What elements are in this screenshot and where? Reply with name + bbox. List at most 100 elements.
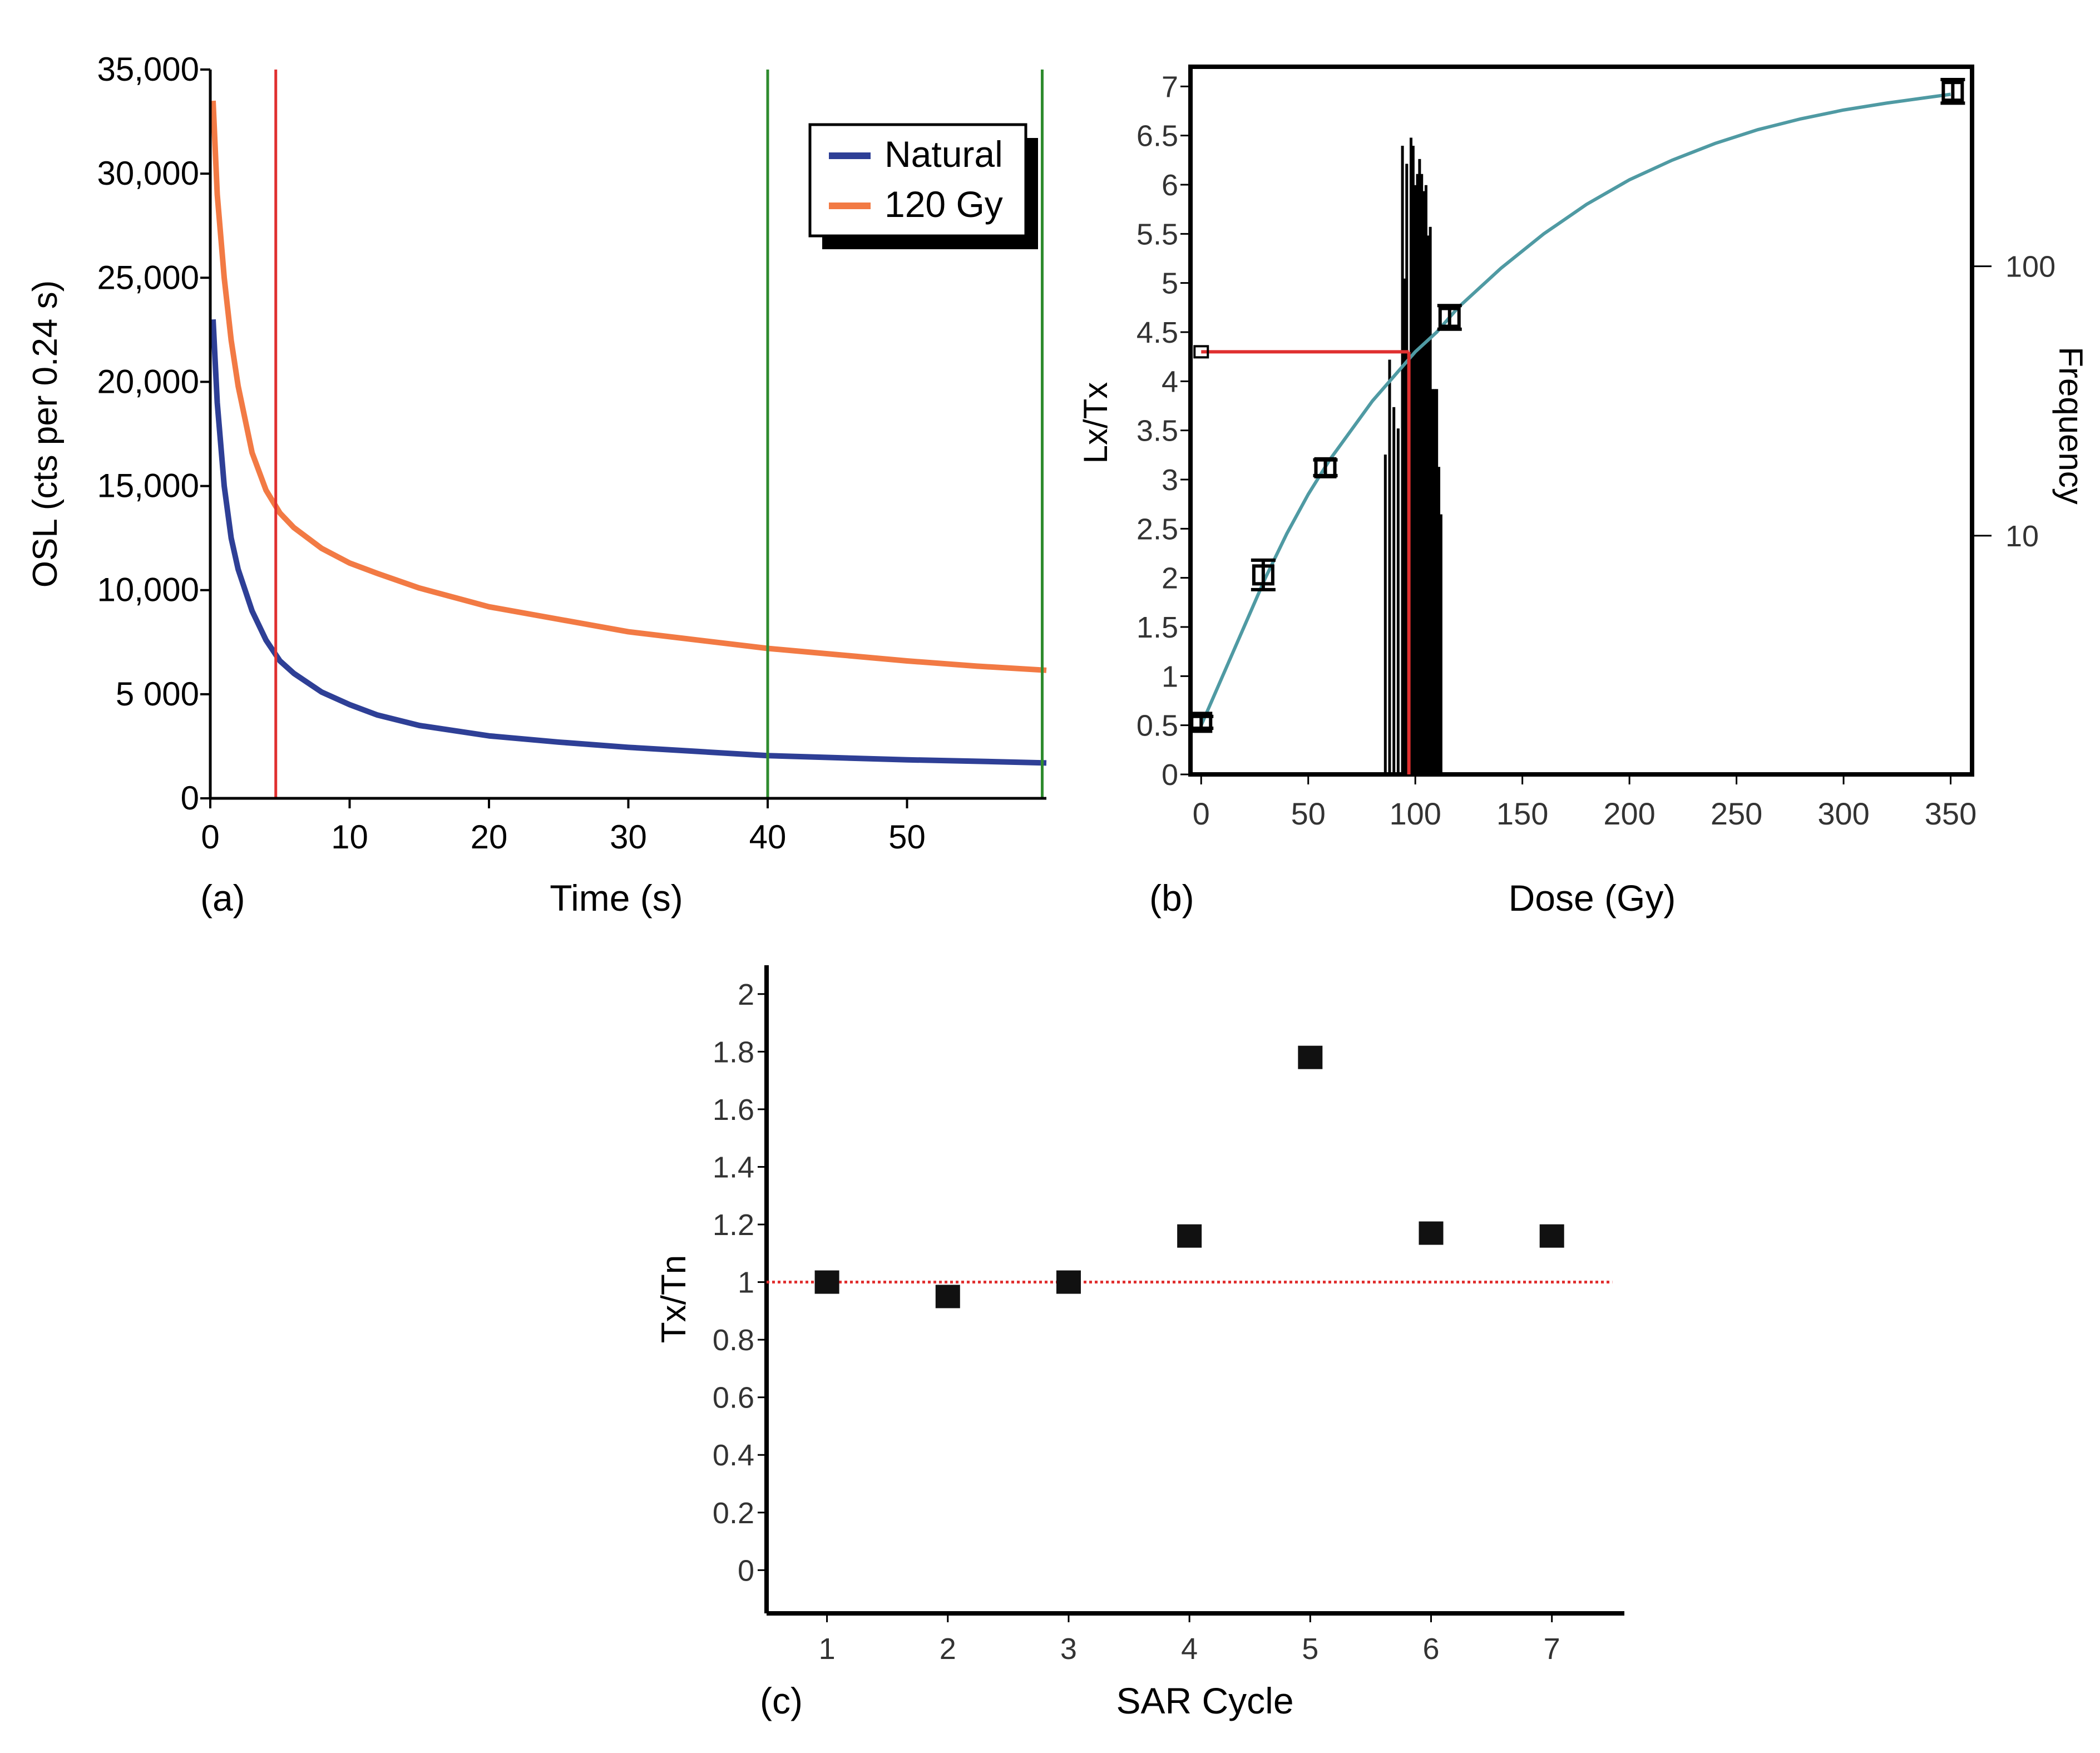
scatter-point — [1419, 1221, 1444, 1245]
panel-a-x-label: Time (s) — [550, 877, 683, 919]
scatter-point — [1298, 1045, 1323, 1069]
y-tick-label: 1.6 — [713, 1093, 754, 1127]
y-tick-label: 3 — [1162, 463, 1178, 497]
histogram-bar — [1439, 514, 1442, 774]
y-tick-label: 20,000 — [97, 363, 199, 400]
x-tick-label: 4 — [1181, 1632, 1198, 1666]
y-tick-label: 4.5 — [1137, 316, 1178, 349]
y-tick-label: 0.2 — [713, 1497, 754, 1530]
x-tick-label: 50 — [888, 818, 926, 856]
x-tick-label: 7 — [1544, 1632, 1560, 1666]
x-tick-label: 300 — [1817, 796, 1869, 831]
histogram-bar — [1418, 159, 1421, 774]
y-tick-label: 6.5 — [1137, 120, 1178, 153]
panel-c-y-ticks: 0 0.2 0.4 0.6 0.8 1 1.2 1.4 1.6 1.8 2 — [713, 978, 767, 1587]
y-tick-label: 0.5 — [1137, 709, 1178, 743]
histogram-bar — [1420, 174, 1424, 774]
histogram-bar — [1416, 174, 1419, 774]
legend-label-natural: Natural — [885, 134, 1003, 175]
x-tick-label: 10 — [331, 818, 368, 856]
y-tick-label: 5 — [1162, 267, 1178, 300]
panel-a-legend: Natural 120 Gy — [808, 123, 1038, 249]
y-tick-label: 0.6 — [713, 1381, 754, 1415]
scatter-point — [1539, 1224, 1564, 1248]
x-tick-label: 2 — [940, 1632, 956, 1666]
panel-a-x-ticks: 0 10 20 30 40 50 — [201, 798, 926, 856]
y-tick-label: 2 — [1162, 562, 1178, 595]
panel-c-points — [814, 1045, 1564, 1308]
panel-b-x-ticks: 0 50 100 150 200 250 300 350 — [1193, 774, 1977, 831]
scatter-point — [814, 1270, 839, 1294]
panel-a-y-ticks: 0 5 000 10,000 15,000 20,000 25,000 30,000 35,0… — [97, 51, 210, 817]
y-tick-label: 0 — [1162, 758, 1178, 792]
y-tick-label: 35,000 — [97, 51, 199, 88]
y-tick-label: 0.4 — [713, 1439, 754, 1472]
histogram-bar — [1433, 389, 1436, 774]
panel-b-measured-points — [1189, 77, 1965, 733]
measured-point — [1252, 564, 1274, 586]
y-tick-label: 3.5 — [1137, 414, 1178, 448]
x-tick-label: 0 — [201, 818, 219, 856]
panel-c: 1 2 3 4 5 6 7 0 0.2 0.4 0.6 0.8 1 1.2 1.4 1.6 1.8 2 Tx/T… — [655, 965, 1624, 1721]
x-tick-label: 0 — [1193, 796, 1210, 831]
y2-tick-label: 10 — [2005, 520, 2039, 553]
histogram-bar — [1409, 137, 1412, 774]
y-tick-label: 1 — [1162, 660, 1178, 693]
scatter-point — [1056, 1270, 1081, 1294]
x-tick-label: 5 — [1302, 1632, 1318, 1666]
panel-b-x-label: Dose (Gy) — [1509, 877, 1676, 919]
histogram-bar — [1405, 164, 1409, 774]
scatter-point — [935, 1285, 960, 1308]
panel-b-histogram — [1383, 137, 1442, 775]
x-tick-label: 150 — [1496, 796, 1548, 831]
y-tick-label: 1.2 — [713, 1208, 754, 1242]
panel-c-y-label: Tx/Tn — [655, 1255, 693, 1343]
histogram-bar — [1422, 191, 1426, 774]
panel-b: 0 50 100 150 200 250 300 350 0 0.5 1 1.5 2 2.5 3 3.5 4 4… — [1077, 65, 2089, 919]
histogram-bar — [1396, 428, 1400, 774]
panel-b-y-ticks: 0 0.5 1 1.5 2 2.5 3 3.5 4 4.5 5 5.5 6 6.5 7 — [1137, 70, 1190, 792]
dose-response-curve — [1199, 92, 1951, 726]
x-tick-label: 1 — [819, 1632, 836, 1666]
y-tick-label: 1 — [738, 1266, 754, 1300]
histogram-bar — [1437, 467, 1441, 774]
histogram-bar — [1411, 146, 1415, 774]
panel-b-y2-ticks: 10 100 — [1972, 250, 2055, 553]
x-tick-label: 250 — [1711, 796, 1762, 831]
histogram-bar — [1431, 389, 1434, 774]
panel-a-series — [210, 100, 1047, 766]
histogram-bar — [1392, 407, 1396, 774]
histogram-bar — [1424, 185, 1427, 775]
legend-label-120gy: 120 Gy — [885, 184, 1003, 225]
y-tick-label: 4 — [1162, 365, 1178, 398]
x-tick-label: 30 — [610, 818, 647, 856]
measured-point — [1190, 712, 1213, 733]
panel-b-y-label: Lx/Tx — [1077, 382, 1114, 464]
histogram-bar — [1401, 146, 1404, 774]
panel-b-y2-label: Frequency — [2052, 347, 2089, 504]
histogram-bar — [1429, 226, 1432, 774]
histogram-bar — [1414, 185, 1417, 775]
panel-b-panel-label: (b) — [1149, 877, 1194, 919]
histogram-bar — [1403, 278, 1406, 774]
x-tick-label: 20 — [471, 818, 508, 856]
y-tick-label: 0.8 — [713, 1324, 754, 1357]
x-tick-label: 40 — [749, 818, 787, 856]
y-tick-label: 7 — [1162, 70, 1178, 103]
x-tick-label: 50 — [1291, 796, 1326, 831]
panel-a-y-label: OSL (cts per 0.24 s) — [26, 280, 65, 587]
series-line-natural — [210, 319, 1047, 766]
y-tick-label: 5 000 — [116, 675, 199, 713]
series-line-120-gy — [210, 100, 1047, 673]
x-tick-label: 6 — [1422, 1632, 1439, 1666]
y-tick-label: 15,000 — [97, 467, 199, 505]
y-tick-label: 1.8 — [713, 1035, 754, 1069]
histogram-bar — [1426, 235, 1430, 775]
y-tick-label: 6 — [1162, 169, 1178, 202]
measured-point — [1438, 307, 1461, 328]
y2-tick-label: 100 — [2005, 250, 2055, 284]
panel-c-x-ticks: 1 2 3 4 5 6 7 — [819, 1613, 1560, 1666]
histogram-bar — [1435, 389, 1439, 774]
panel-c-panel-label: (c) — [760, 1680, 803, 1721]
